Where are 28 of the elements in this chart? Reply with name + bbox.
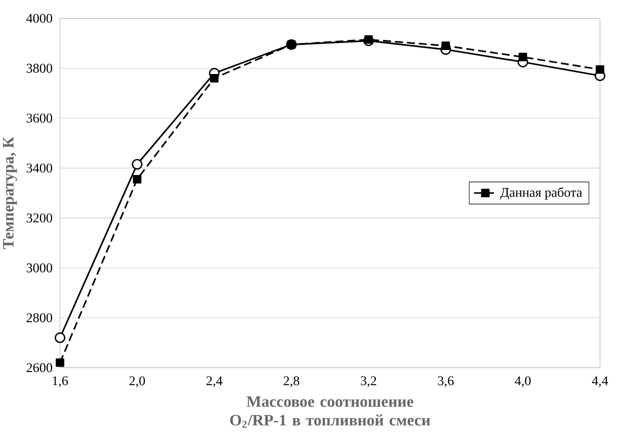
x-tick-label: 3,2 <box>360 376 376 388</box>
x-tick-label: 4,4 <box>592 376 608 388</box>
x-tick-label: 2,8 <box>284 376 300 388</box>
y-tick-label: 4000 <box>26 14 52 23</box>
x-axis-title: Массовое соотношение O$_{2}$/RP-1 в топливной смеси <box>230 396 430 428</box>
y-tick-label: 3800 <box>26 64 52 73</box>
x-tick-label: 1,6 <box>52 376 68 388</box>
point <box>596 65 604 74</box>
x-tick-label: 4,0 <box>514 376 531 388</box>
y-axis-title: Температура, К <box>3 136 17 250</box>
y-tick-label: 3000 <box>26 263 52 272</box>
point <box>518 52 528 62</box>
x-tick-label: 2,4 <box>206 376 222 388</box>
x-tick-label: 2,0 <box>129 376 145 388</box>
y-tick-label: 3400 <box>26 164 52 173</box>
point <box>132 175 142 184</box>
legend-label: Данная работа <box>500 187 582 200</box>
x-tick-label: 3,6 <box>438 376 454 388</box>
y-tick-label: 3200 <box>26 213 52 222</box>
y-tick-label: 2800 <box>26 313 52 322</box>
point <box>54 332 66 344</box>
point <box>364 35 373 44</box>
point <box>441 42 450 50</box>
y-tick-label: 2600 <box>26 363 52 372</box>
point <box>56 358 64 367</box>
point <box>210 74 219 82</box>
y-tick-label: 3600 <box>26 114 52 123</box>
point <box>132 158 142 170</box>
